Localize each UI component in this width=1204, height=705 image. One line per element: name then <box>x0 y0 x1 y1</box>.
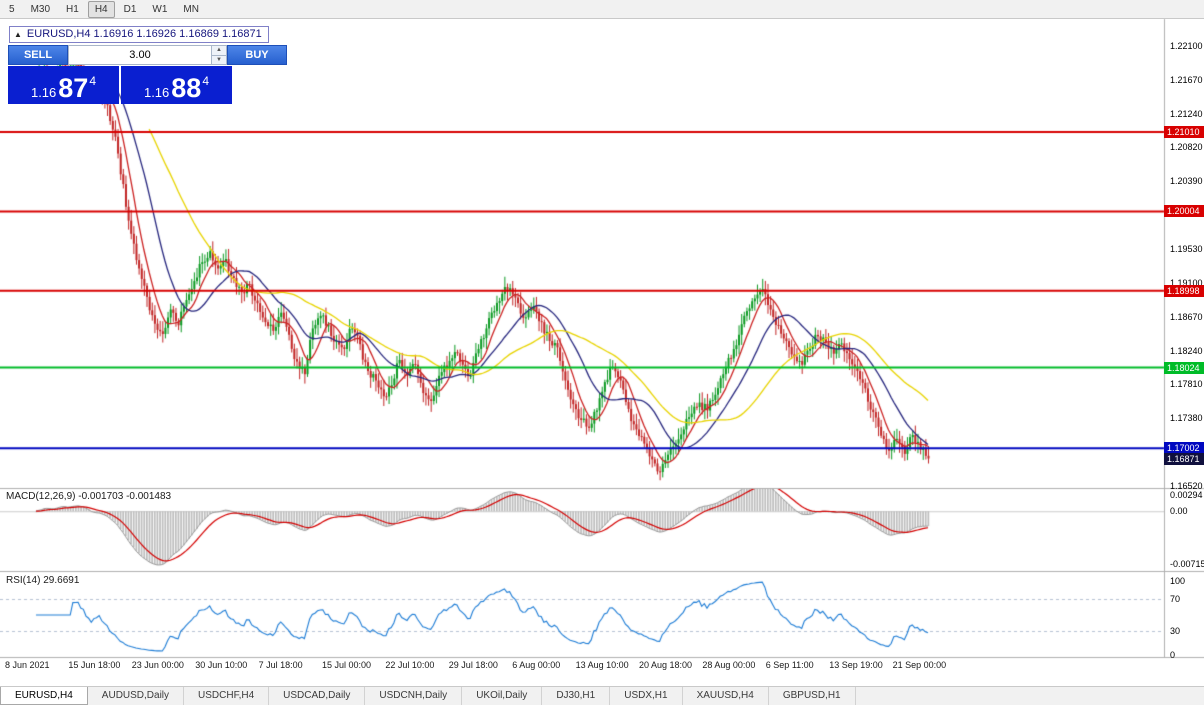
chart-title-ohlc-text: EURUSD,H4 1.16916 1.16926 1.16869 1.1687… <box>26 28 262 40</box>
sell-button[interactable]: SELL <box>8 45 68 65</box>
timeframe-button-mn[interactable]: MN <box>183 3 199 15</box>
chart-tab-usdcnh-daily[interactable]: USDCNH,Daily <box>365 687 463 705</box>
chart-tab-ukoil-daily[interactable]: UKOil,Daily <box>462 687 543 705</box>
chart-tab-usdchf-h4[interactable]: USDCHF,H4 <box>184 687 270 705</box>
volume-spinner: ▲ ▼ <box>211 46 226 64</box>
chart-ohlc-header: ▲ EURUSD,H4 1.16916 1.16926 1.16869 1.16… <box>9 26 269 43</box>
chart-tab-xauusd-h4[interactable]: XAUUSD,H4 <box>683 687 769 705</box>
buy-price-display[interactable]: 1.16 88 4 <box>121 66 232 104</box>
trade-price-row: 1.16 87 4 1.16 88 4 <box>8 66 232 104</box>
chart-tab-audusd-daily[interactable]: AUDUSD,Daily <box>88 687 185 705</box>
macd-indicator-label: MACD(12,26,9) -0.001703 -0.001483 <box>6 491 172 502</box>
timeframe-button-h1[interactable]: H1 <box>66 3 79 15</box>
volume-field: ▲ ▼ <box>68 45 227 65</box>
buy-button[interactable]: BUY <box>227 45 287 65</box>
rsi-indicator-label: RSI(14) 29.6691 <box>6 575 80 586</box>
trade-controls-row: SELL ▲ ▼ BUY <box>8 45 287 65</box>
volume-input[interactable] <box>69 46 211 64</box>
timeframe-button-5[interactable]: 5 <box>9 3 15 15</box>
one-click-trading-panel: SELL ▲ ▼ BUY 1.16 87 4 1.16 88 4 <box>8 45 287 104</box>
sell-price-display[interactable]: 1.16 87 4 <box>8 66 119 104</box>
chart-tab-usdx-h1[interactable]: USDX,H1 <box>610 687 683 705</box>
spinner-up-icon[interactable]: ▲ <box>211 46 226 55</box>
chart-tab-dj30-h1[interactable]: DJ30,H1 <box>542 687 611 705</box>
timeframe-button-w1[interactable]: W1 <box>152 3 168 15</box>
timeframe-button-m30[interactable]: M30 <box>30 3 51 15</box>
timeframe-button-d1[interactable]: D1 <box>123 3 137 15</box>
chart-tab-bar: EURUSD,H4 AUDUSD,Daily USDCHF,H4 USDCAD,Dai… <box>0 686 1204 705</box>
chart-tab-usdcad-daily[interactable]: USDCAD,Daily <box>269 687 366 705</box>
timeframe-toolbar: 5 M30 H1 H4 D1 W1 MN <box>0 0 1204 19</box>
chart-tab-eurusd-h4[interactable]: EURUSD,H4 <box>0 687 88 705</box>
collapse-trade-panel-icon[interactable]: ▲ <box>14 29 22 39</box>
chart-tab-gbpusd-h1[interactable]: GBPUSD,H1 <box>769 687 856 705</box>
spinner-down-icon[interactable]: ▼ <box>211 54 226 64</box>
timeframe-button-h4[interactable]: H4 <box>87 0 115 18</box>
